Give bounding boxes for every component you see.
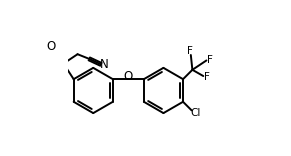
Text: F: F — [207, 55, 213, 65]
Text: O: O — [124, 70, 133, 83]
Text: O: O — [47, 40, 56, 53]
Text: N: N — [100, 58, 109, 71]
Text: Cl: Cl — [191, 108, 201, 118]
Text: F: F — [187, 46, 193, 56]
Text: F: F — [204, 72, 210, 82]
